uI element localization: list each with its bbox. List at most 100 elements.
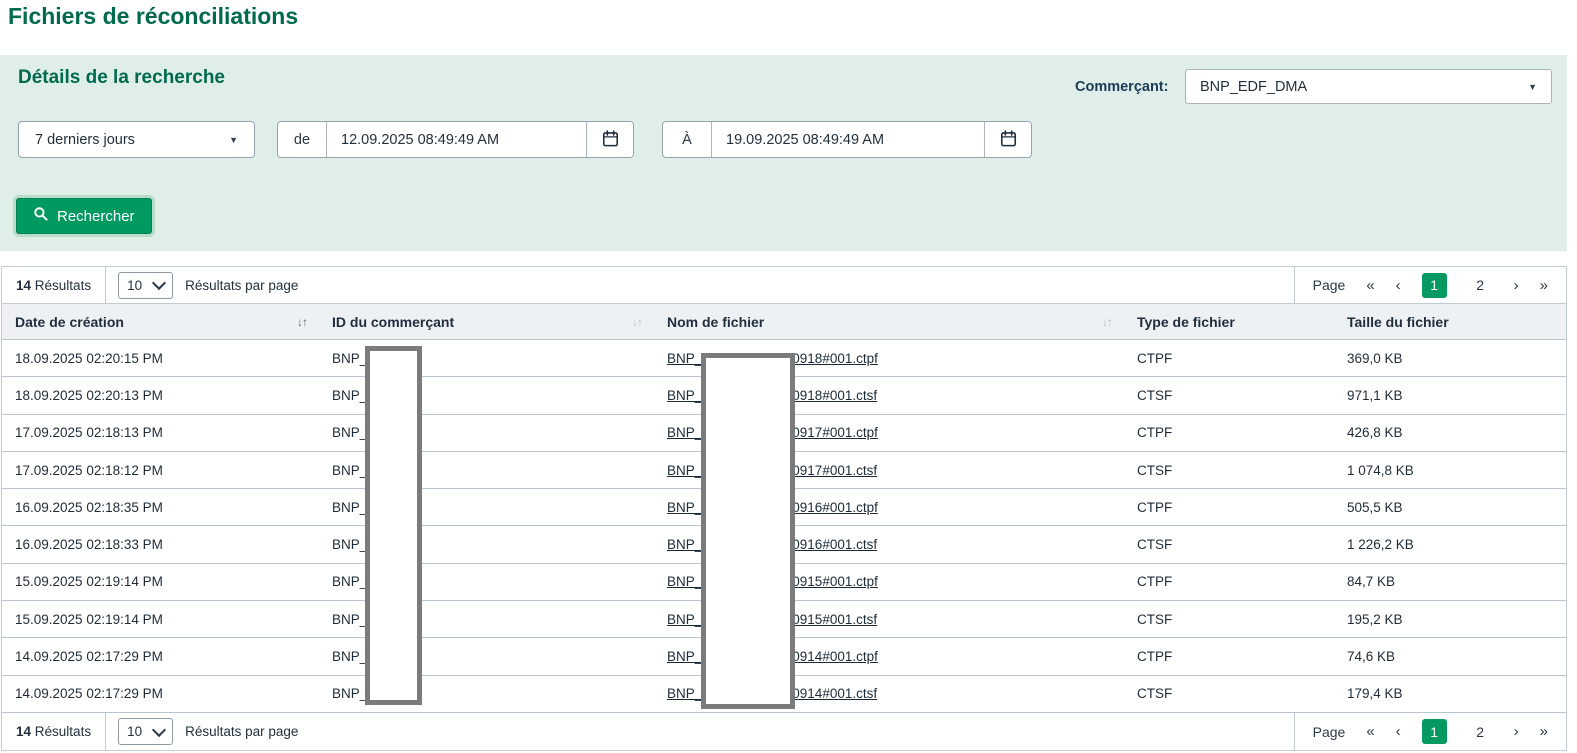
- cell-date: 15.09.2025 02:19:14 PM: [15, 574, 163, 590]
- divider: [105, 713, 107, 750]
- cell-date: 15.09.2025 02:19:14 PM: [15, 611, 163, 627]
- file-link[interactable]: BNP_ 0918#001.ctsf: [667, 387, 878, 403]
- cell-date: 17.09.2025 02:18:13 PM: [15, 425, 163, 441]
- caret-down-icon: ▼: [229, 134, 238, 145]
- page-button-1[interactable]: 1: [1421, 719, 1447, 744]
- sort-icon[interactable]: ↓↑: [1102, 314, 1113, 329]
- cell-date: 14.09.2025 02:17:29 PM: [15, 649, 163, 665]
- date-from-calendar-button[interactable]: [586, 122, 633, 157]
- chevron-down-icon: [152, 275, 167, 291]
- column-header-file-size: Taille du fichier: [1347, 313, 1449, 330]
- date-from-label: de: [278, 122, 327, 157]
- file-link[interactable]: BNP_ 0916#001.ctpf: [667, 499, 878, 515]
- search-button[interactable]: Rechercher: [16, 198, 152, 234]
- per-page-select[interactable]: 10: [118, 718, 174, 745]
- cell-merchant-id: BNP_: [332, 649, 368, 665]
- page-button-2[interactable]: 2: [1476, 723, 1485, 740]
- cell-file-size: 74,6 KB: [1347, 649, 1396, 665]
- cell-merchant-id: BNP_: [332, 537, 368, 553]
- cell-file-type: CTSF: [1137, 686, 1173, 702]
- per-page-value: 10: [127, 277, 143, 293]
- cell-file-size: 179,4 KB: [1347, 686, 1403, 702]
- calendar-icon: [601, 129, 620, 151]
- cell-date: 17.09.2025 02:18:12 PM: [15, 462, 163, 478]
- cell-file-name: BNP_ 0917#001.ctsf: [654, 463, 1124, 478]
- prev-page-button[interactable]: ‹: [1395, 276, 1401, 294]
- next-page-button[interactable]: ›: [1513, 723, 1519, 740]
- cell-merchant-id: BNP_: [332, 350, 368, 366]
- redaction-box: [365, 346, 422, 705]
- divider: [1293, 267, 1295, 303]
- cell-file-size: 84,7 KB: [1347, 574, 1396, 590]
- date-to-group: À: [662, 121, 1032, 158]
- file-link[interactable]: BNP_ 0918#001.ctpf: [667, 350, 878, 366]
- search-button-label: Rechercher: [57, 207, 135, 225]
- cell-file-name: BNP_ 0916#001.ctpf: [654, 500, 1124, 515]
- cell-file-size: 971,1 KB: [1347, 387, 1403, 403]
- cell-file-type: CTSF: [1137, 387, 1173, 403]
- date-to-label: À: [663, 122, 712, 157]
- date-from-input[interactable]: [327, 122, 586, 157]
- table-row: 14.09.2025 02:17:29 PM BNP_ BNP_ 0914#001.c…: [2, 676, 1566, 713]
- per-page-label: Résultats par page: [185, 277, 299, 293]
- sort-icon[interactable]: ↓↑: [297, 314, 308, 329]
- cell-file-size: 1 226,2 KB: [1347, 537, 1414, 553]
- cell-merchant-id: BNP_: [332, 611, 368, 627]
- cell-merchant-id: BNP_: [332, 686, 368, 702]
- sort-icon[interactable]: ↓↑: [632, 314, 643, 329]
- file-link[interactable]: BNP_ 0916#001.ctsf: [667, 537, 878, 553]
- cell-file-type: CTSF: [1137, 537, 1173, 553]
- cell-file-name: BNP_ 0918#001.ctpf: [654, 351, 1124, 366]
- prev-page-button[interactable]: ‹: [1395, 723, 1401, 740]
- cell-file-name: BNP_ 0915#001.ctsf: [654, 612, 1124, 627]
- pagination: Page « ‹ 1 2 › »: [1295, 719, 1566, 744]
- column-header-file-name: Nom de fichier ↓↑: [667, 313, 1113, 330]
- cell-file-type: CTPF: [1137, 499, 1173, 515]
- file-link[interactable]: BNP_ 0917#001.ctpf: [667, 425, 878, 441]
- date-to-input[interactable]: [712, 122, 984, 157]
- file-link[interactable]: BNP_ 0917#001.ctsf: [667, 462, 878, 478]
- period-select[interactable]: 7 derniers jours ▼: [18, 121, 255, 158]
- first-page-button[interactable]: «: [1366, 276, 1375, 294]
- per-page-select[interactable]: 10: [118, 271, 174, 299]
- cell-date: 18.09.2025 02:20:15 PM: [15, 350, 163, 366]
- cell-merchant-id: BNP_: [332, 462, 368, 478]
- column-header-date: Date de création ↓↑: [15, 313, 308, 330]
- column-header-merchant-id: ID du commerçant ↓↑: [332, 313, 643, 330]
- cell-file-type: CTSF: [1137, 611, 1173, 627]
- results-toolbar-top: 14 Résultats 10 Résultats par page Page …: [2, 267, 1566, 304]
- last-page-button[interactable]: »: [1539, 276, 1548, 294]
- merchant-select-value: BNP_EDF_DMA: [1200, 78, 1308, 95]
- cell-file-size: 369,0 KB: [1347, 350, 1403, 366]
- cell-date: 18.09.2025 02:20:13 PM: [15, 387, 163, 403]
- results-count: 14 Résultats: [16, 277, 92, 293]
- file-link[interactable]: BNP_ 0914#001.ctsf: [667, 686, 878, 702]
- cell-file-size: 426,8 KB: [1347, 425, 1403, 441]
- page-button-2[interactable]: 2: [1476, 277, 1485, 293]
- cell-date: 14.09.2025 02:17:29 PM: [15, 686, 163, 702]
- cell-file-name: BNP_ 0915#001.ctpf: [654, 574, 1124, 589]
- results-toolbar-bottom: 14 Résultats 10 Résultats par page Page …: [2, 713, 1566, 750]
- file-link[interactable]: BNP_ 0915#001.ctsf: [667, 611, 878, 627]
- pagination-label: Page: [1312, 277, 1346, 293]
- chevron-down-icon: [152, 722, 167, 737]
- last-page-button[interactable]: »: [1539, 723, 1548, 740]
- next-page-button[interactable]: ›: [1513, 276, 1519, 294]
- file-link[interactable]: BNP_ 0915#001.ctpf: [667, 574, 878, 590]
- cell-file-type: CTPF: [1137, 350, 1173, 366]
- merchant-select[interactable]: BNP_EDF_DMA ▼: [1185, 69, 1552, 104]
- cell-file-name: BNP_ 0917#001.ctpf: [654, 425, 1124, 440]
- first-page-button[interactable]: «: [1366, 723, 1375, 740]
- cell-date: 16.09.2025 02:18:33 PM: [15, 537, 163, 553]
- cell-file-name: BNP_ 0914#001.ctsf: [654, 686, 1124, 701]
- cell-file-type: CTPF: [1137, 425, 1173, 441]
- file-link[interactable]: BNP_ 0914#001.ctpf: [667, 649, 878, 665]
- per-page-value: 10: [127, 724, 143, 739]
- results-count: 14 Résultats: [16, 724, 92, 739]
- caret-down-icon: ▼: [1528, 81, 1537, 92]
- cell-merchant-id: BNP_: [332, 499, 368, 515]
- page-button-1[interactable]: 1: [1421, 272, 1447, 298]
- date-to-calendar-button[interactable]: [984, 122, 1031, 157]
- cell-file-name: BNP_ 0918#001.ctsf: [654, 388, 1124, 403]
